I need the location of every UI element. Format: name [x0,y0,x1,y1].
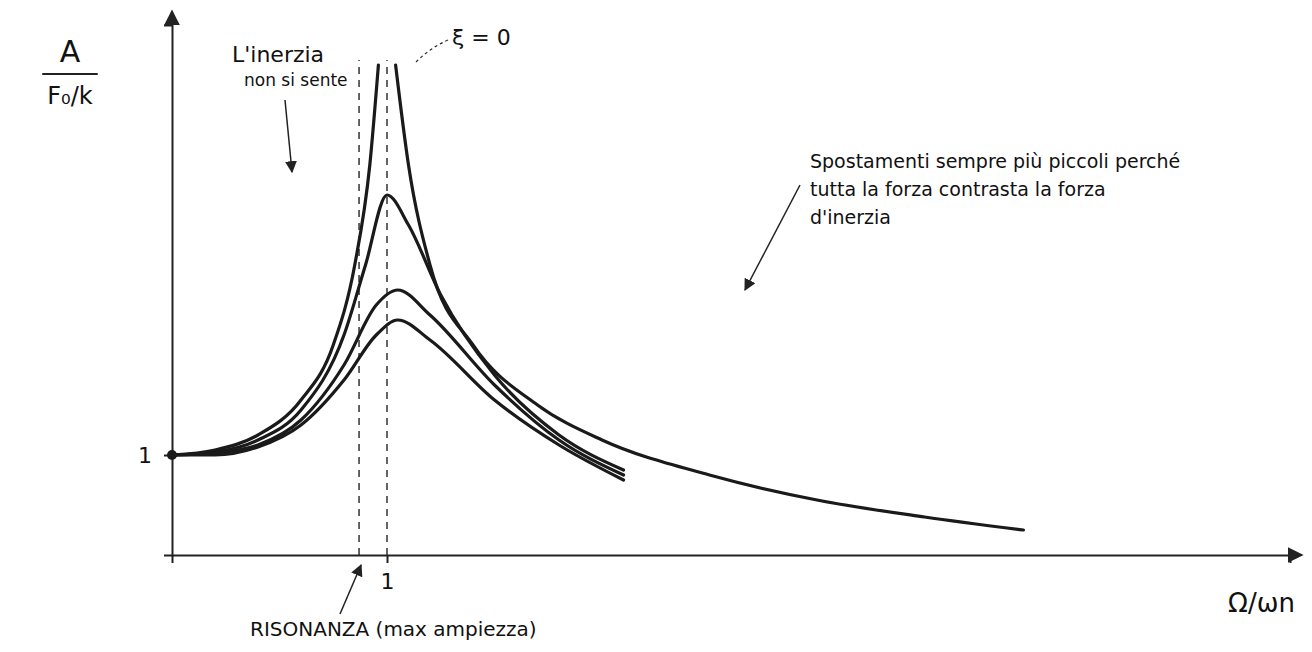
tick: 1 [381,555,395,594]
start-point [167,450,177,460]
x-axis: 1 [173,555,1291,594]
axis-arrow [1290,554,1302,556]
tick-label: 1 [138,443,152,468]
leader-line [416,40,448,62]
annotation: non si sente [244,70,348,90]
fraction-bar [42,73,98,75]
tick: 1 [138,443,172,468]
annotation: RISONANZA (max ampiezza) [250,617,537,641]
chart: 1 1 A F₀/k Ω/ωn ξ = 0 L'inerzia non si sente Spo… [0,0,1312,652]
curves [172,65,1023,530]
tick-mark [387,555,389,563]
response-curve [172,65,1023,530]
annotation-arrow [340,565,361,614]
resonance-line [358,60,360,555]
response-curve [172,290,624,475]
annotation: d'inerzia [810,206,891,228]
annotation: ξ = 0 [452,25,511,50]
annotation: Spostamenti sempre più piccoli perché [810,150,1180,172]
response-curve [172,195,624,470]
annotation-arrow [285,100,292,172]
axis-line [173,556,1291,564]
axis-line [164,26,173,556]
annotation-arrow [745,185,800,290]
tick-label: 1 [381,569,395,594]
axis-arrow [171,11,173,25]
y-axis-title: F₀/k [47,82,93,110]
annotation: tutta la forza contrasta la forza [810,178,1106,200]
annotation: L'inerzia [232,42,324,67]
y-axis-title: A [60,34,81,69]
y-axis: 1 [138,26,173,556]
response-curve [172,320,624,480]
resonance-line [386,60,388,555]
x-axis-title: Ω/ωn [1228,588,1295,618]
